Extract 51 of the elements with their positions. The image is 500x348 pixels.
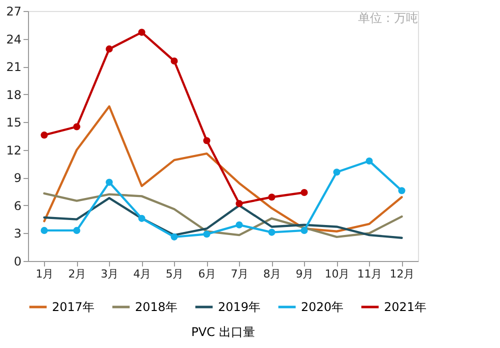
point (268, 228, 276, 236)
point (236, 221, 243, 228)
point (268, 194, 276, 201)
x-tick-label: 10月 (324, 268, 350, 280)
x-tick-label: 9月 (296, 268, 314, 280)
y-tick-label: 21 (6, 60, 22, 74)
y-tick-label: 6 (14, 198, 22, 213)
point (170, 233, 178, 240)
y-tick-label: 24 (6, 32, 22, 46)
y-tick-label: 15 (6, 116, 22, 130)
point (106, 178, 113, 186)
point (333, 168, 340, 176)
y-tick-label: 0 (14, 254, 22, 268)
x-tick-label: 1月 (36, 268, 54, 280)
point (73, 123, 80, 130)
x-tick-label: 8月 (263, 268, 282, 280)
point (40, 226, 48, 234)
x-tick-label: 11月 (357, 268, 382, 280)
y-tick-label: 9 (14, 171, 22, 186)
point (236, 200, 243, 208)
point (300, 226, 308, 234)
point (138, 214, 146, 222)
legend-label: 2017年 (52, 300, 95, 314)
x-tick-label: 6月 (198, 268, 216, 280)
x-tick-label: 7月 (230, 268, 249, 280)
point (203, 230, 210, 238)
y-tick-label: 3 (14, 226, 22, 241)
point (73, 226, 80, 234)
x-tick-label: 5月 (166, 268, 184, 280)
legend-label: 2021年 (384, 300, 427, 314)
text: PVC 出口量 (191, 325, 255, 339)
x-tick-label: 12月 (390, 268, 415, 280)
y-tick-label: 27 (6, 4, 22, 18)
legend-label: 2020年 (301, 300, 344, 314)
y-tick-label: 12 (6, 143, 22, 158)
legend-label: 2019年 (218, 300, 261, 314)
x-tick-label: 3月 (100, 268, 119, 280)
point (106, 45, 113, 52)
point (398, 187, 406, 194)
x-tick-label: 4月 (133, 268, 152, 280)
x-tick-label: 2月 (68, 268, 86, 280)
point (203, 137, 210, 144)
point (40, 132, 48, 139)
y-tick-label: 18 (6, 88, 22, 102)
line-series (43, 105, 403, 232)
point (138, 28, 146, 36)
annotation: 单位：万吨 (358, 11, 418, 25)
point (366, 157, 373, 165)
legend-label: 2018年 (135, 300, 178, 314)
point (170, 57, 178, 65)
point (300, 188, 308, 196)
